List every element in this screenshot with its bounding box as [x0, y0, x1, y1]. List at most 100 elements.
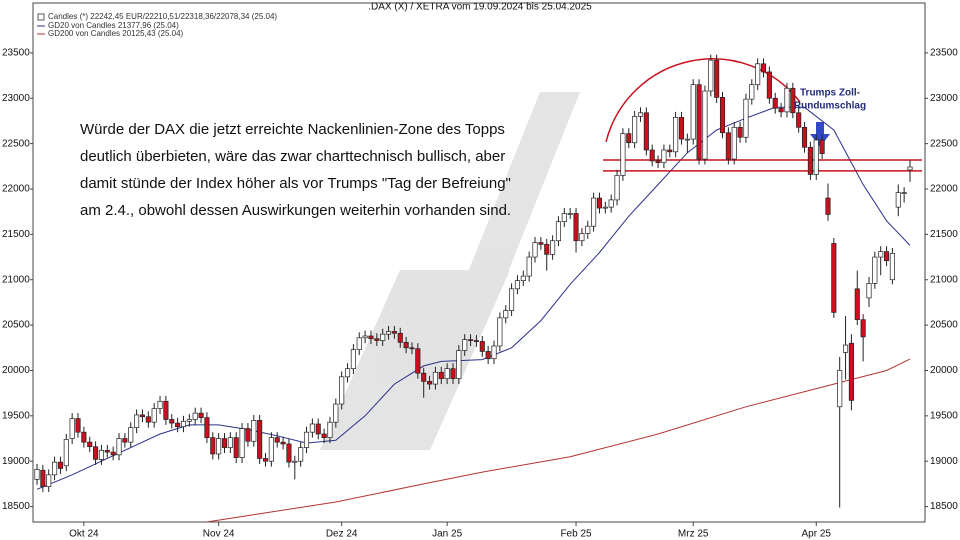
- candle-body: [561, 213, 567, 223]
- candle-body: [661, 149, 667, 164]
- candle-body: [427, 381, 433, 385]
- candle-body: [180, 420, 187, 428]
- candle-body: [801, 126, 808, 148]
- candle-body: [339, 376, 345, 405]
- candle-body: [843, 344, 849, 353]
- candle-body: [356, 337, 362, 350]
- candle-body: [421, 372, 427, 382]
- candle-body: [233, 437, 239, 458]
- candle-body: [210, 437, 216, 455]
- candle-body: [350, 349, 356, 370]
- candle-body: [497, 317, 503, 347]
- candle-body: [315, 423, 321, 435]
- candle-body: [673, 116, 679, 153]
- candle-body: [227, 437, 233, 448]
- candle-body: [46, 474, 52, 487]
- candle-body: [819, 139, 825, 154]
- candle-body: [81, 431, 87, 443]
- candle-body: [69, 418, 75, 439]
- candle-body: [286, 443, 292, 463]
- candle-body: [813, 139, 819, 175]
- y-tick-label: 20500: [2, 320, 30, 331]
- y-tick-label: 22500: [930, 138, 958, 149]
- legend-entry: Candles (*) 22242,45 EUR/22210,51/22318,…: [48, 12, 277, 21]
- x-tick-label: Feb 25: [560, 529, 592, 540]
- candle-body: [391, 331, 397, 334]
- plot-area: [34, 54, 922, 522]
- y-tick-label: 22000: [930, 184, 958, 195]
- candle-body: [872, 256, 878, 284]
- annotation-text: deutlich überbieten, wäre das zwar chart…: [80, 148, 505, 165]
- candle-body: [473, 340, 479, 342]
- candle-body: [878, 251, 884, 258]
- candle-body: [257, 420, 263, 459]
- x-tick-label: Mrz 25: [678, 529, 709, 540]
- y-tick-label: 20000: [2, 365, 30, 376]
- candle-body: [778, 107, 784, 113]
- candle-body: [602, 206, 608, 209]
- y-tick-label: 19500: [930, 410, 958, 421]
- candle-body: [98, 449, 104, 460]
- candle-body: [409, 347, 415, 350]
- candle-body: [585, 225, 591, 234]
- candle-body: [884, 251, 890, 262]
- candle-body: [368, 335, 374, 340]
- candle-body: [186, 419, 192, 422]
- candle-body: [40, 469, 46, 487]
- chart-title: .DAX (X) / XETRA vom 19.09.2024 bis 25.0…: [368, 2, 592, 13]
- candle-body: [667, 149, 673, 153]
- candle-body: [292, 460, 298, 463]
- candle-body: [643, 112, 649, 151]
- candle-body: [760, 63, 767, 73]
- candle-body: [380, 333, 386, 341]
- candle-body: [719, 97, 726, 134]
- candle-body: [362, 335, 368, 339]
- candle-body: [737, 126, 743, 138]
- candle-body: [485, 351, 491, 360]
- candle-body: [216, 438, 222, 455]
- candle-body: [87, 441, 93, 448]
- candle-body: [690, 84, 696, 140]
- candle-body: [122, 438, 128, 443]
- y-tick-label: 21000: [930, 274, 958, 285]
- y-tick-label: 22500: [2, 138, 30, 149]
- candle-body: [268, 437, 274, 462]
- y-tick-label: 19000: [930, 456, 958, 467]
- candle-body: [274, 437, 280, 443]
- candle-body: [825, 197, 831, 215]
- candle-body: [503, 310, 509, 319]
- y-tick-label: 21500: [930, 229, 958, 240]
- candle-body: [450, 368, 456, 379]
- candle-body: [596, 197, 603, 209]
- candle-body: [509, 288, 515, 311]
- candle-body: [637, 112, 644, 117]
- y-tick-label: 20500: [930, 320, 958, 331]
- candle-body: [34, 469, 40, 480]
- candle-body: [456, 350, 462, 379]
- candle-body: [432, 371, 438, 385]
- annotation-text: am 2.4., obwohl dessen Auswirkungen weit…: [80, 202, 511, 219]
- candle-body: [63, 439, 69, 467]
- legend-entry: GD20 von Candles 21377,96 (25.04): [48, 21, 179, 30]
- candle-body: [848, 342, 854, 401]
- y-tick-label: 21500: [2, 229, 30, 240]
- annotation-text: Würde der DAX die jetzt erreichte Nacken…: [80, 121, 505, 138]
- candle-body: [614, 175, 620, 201]
- candle-body: [714, 59, 720, 98]
- y-tick-label: 21000: [2, 274, 30, 285]
- candle-body: [907, 166, 913, 171]
- candle-body: [198, 412, 204, 419]
- y-tick-label: 23500: [2, 48, 30, 59]
- candle-body: [678, 116, 685, 140]
- arrow-label: Rundumschlag: [794, 101, 866, 112]
- candle-body: [796, 112, 802, 128]
- y-tick-label: 23000: [930, 93, 958, 104]
- candle-body: [462, 339, 468, 351]
- candle-body: [204, 417, 210, 438]
- candle-body: [491, 345, 497, 360]
- candle-body: [655, 160, 661, 164]
- candle-body: [807, 146, 813, 175]
- candle-body: [520, 275, 526, 281]
- legend-entry: GD200 von Candles 20125,43 (25.04): [48, 29, 184, 38]
- candle-body: [75, 418, 81, 433]
